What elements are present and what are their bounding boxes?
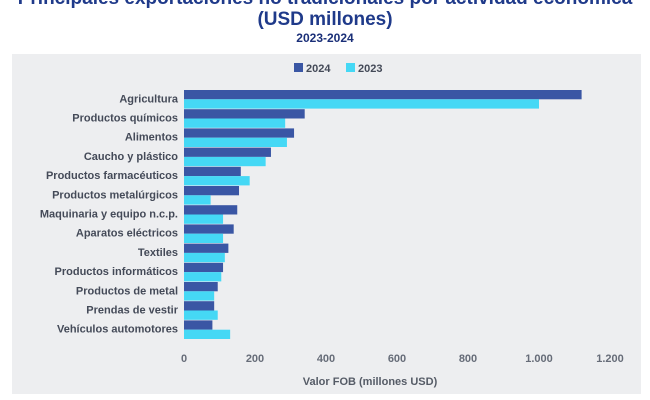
x-tick-label: 1.200 [596,353,624,365]
chart-title: Principales exportaciones no tradicional… [0,0,650,10]
bar-2024 [184,109,305,119]
x-tick-label: 800 [459,353,477,365]
x-tick-label: 0 [181,353,187,365]
category-label: Agricultura [119,93,179,105]
x-tick-label: 400 [317,353,335,365]
x-tick-label: 600 [388,353,406,365]
bar-chart: 2024 2023 Agricultura Productos químicos Ali… [40,63,624,388]
category-label: Maquinaria y equipo n.c.p. [40,209,178,221]
bar-2024 [184,147,271,157]
category-label: Productos químicos [72,113,178,125]
legend-label-2024: 2024 [306,63,331,75]
bar-2024 [184,262,224,273]
bar-2024 [184,282,218,292]
bar-2024 [184,205,238,215]
bar-2024 [184,128,295,138]
bar-2024 [184,166,241,177]
bar-2023 [184,310,218,320]
category-label: Productos de metal [76,285,178,297]
legend-swatch-2023 [346,63,355,72]
chart-panel: 2024 2023 Agricultura Productos químicos Ali… [12,54,641,394]
bar-2023 [184,233,224,243]
category-label: Prendas de vestir [86,305,178,317]
bar-2024 [184,320,213,330]
x-tick-label: 200 [246,353,264,365]
bar-2023 [184,156,266,167]
chart-title-unit: (USD millones) [257,9,393,30]
bar-2023 [184,329,231,339]
category-label: Vehículos automotores [57,324,178,336]
bar-2023 [184,137,287,147]
bar-2023 [184,272,222,282]
legend-swatch-2024 [294,63,303,72]
bar-2023 [184,252,225,263]
category-label: Textiles [138,247,178,259]
bar-2023 [184,118,286,128]
chart-subtitle: 2023-2024 [296,31,354,45]
x-axis-title: Valor FOB (millones USD) [303,376,438,388]
bar-2023 [184,214,224,224]
bar-2024 [184,90,582,100]
bar-2024 [184,301,215,311]
bar-2023 [184,99,539,109]
category-label: Productos metalúrgicos [52,189,178,201]
category-label: Alimentos [125,132,178,144]
legend-label-2023: 2023 [358,63,382,75]
x-tick-label: 1.000 [525,353,553,365]
category-label: Productos farmacéuticos [46,170,178,182]
bar-2023 [184,195,211,205]
bar-2024 [184,224,234,234]
bar-2023 [184,291,215,301]
category-label: Productos informáticos [55,266,178,278]
category-label: Caucho y plástico [84,151,178,163]
bar-2024 [184,186,240,196]
bar-2024 [184,243,229,253]
bar-2023 [184,176,250,186]
category-label: Aparatos eléctricos [76,228,178,240]
